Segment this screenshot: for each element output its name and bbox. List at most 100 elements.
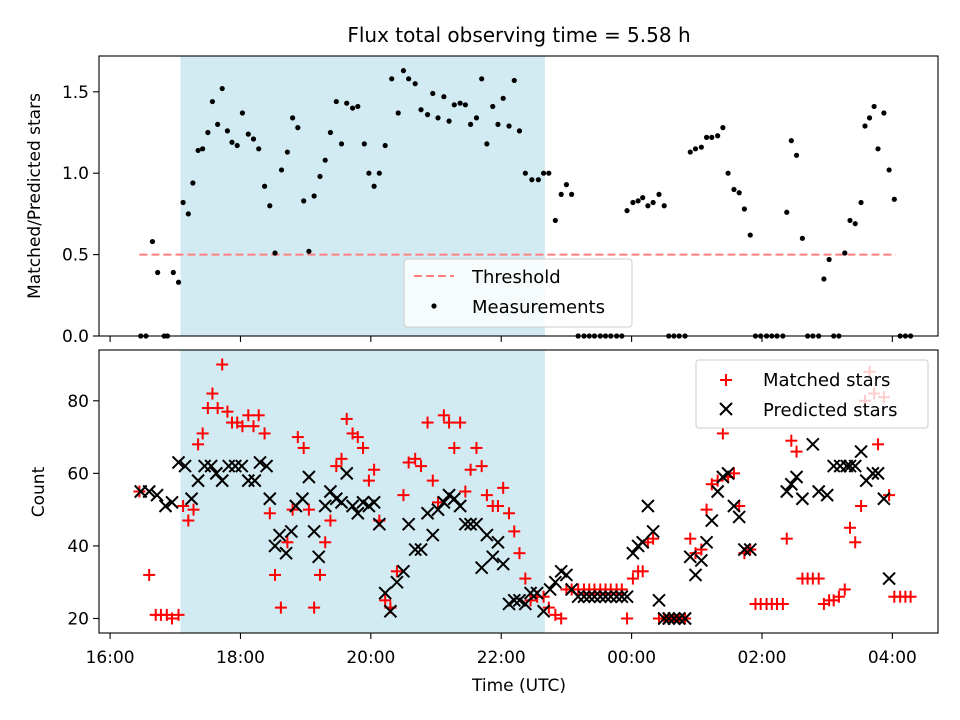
measurement-point [205, 129, 211, 136]
bottom-y-axis-label: Count [29, 466, 49, 517]
measurement-point [692, 146, 699, 152]
measurement-point [788, 138, 794, 144]
predicted-star-point [833, 459, 847, 473]
measurement-point [349, 105, 356, 111]
bottom-y-tick-label: 40 [67, 537, 89, 557]
measurement-point [747, 232, 753, 238]
predicted-star-point [272, 528, 287, 542]
measurement-point [552, 217, 558, 224]
measurement-point [467, 121, 474, 127]
predicted-star-point [789, 470, 804, 484]
measurement-point [495, 121, 501, 127]
bottom-shaded-span [180, 350, 545, 633]
predicted-star-point [877, 492, 891, 506]
predicted-star-points [134, 437, 896, 626]
measurement-point [500, 95, 506, 101]
matched-star-point [716, 427, 729, 440]
measurement-point [301, 198, 307, 204]
measurement-point [546, 170, 552, 176]
predicted-star-point [699, 535, 714, 550]
predicted-star-point [737, 542, 752, 557]
predicted-star-point [235, 459, 249, 473]
predicted-star-point [866, 466, 880, 481]
matched-legend-label: Matched stars [763, 370, 890, 391]
matched-star-point [324, 514, 337, 527]
x-axis-label: Time (UTC) [471, 676, 566, 696]
measurement-point [558, 191, 564, 197]
predicted-star-point [593, 590, 608, 604]
matched-star-point [402, 456, 415, 469]
measurement-point [656, 191, 662, 197]
matched-star-point [258, 427, 271, 440]
measurement-point [793, 152, 800, 158]
measurement-point [344, 100, 350, 106]
matched-star-point [182, 514, 195, 527]
predicted-star-point [662, 611, 676, 626]
predicted-star-point [688, 568, 703, 582]
measurement-point [725, 170, 731, 176]
measurements-legend-label: Measurements [472, 297, 605, 318]
matched-star-point [883, 489, 896, 502]
predicted-star-point [302, 470, 316, 484]
measurement-point [435, 115, 441, 121]
predicted-star-point [559, 568, 574, 582]
predicted-star-point [732, 510, 746, 524]
measurement-point [522, 170, 528, 176]
measurement-point [195, 147, 201, 154]
predicted-star-point [184, 492, 199, 506]
matched-star-point [508, 525, 521, 538]
matched-star-point [397, 489, 410, 502]
measurement-point [366, 170, 372, 176]
predicted-star-point [512, 593, 527, 608]
predicted-star-point [496, 557, 510, 571]
predicted-star-point [401, 517, 416, 531]
measurement-point [406, 76, 412, 82]
predicted-star-point [334, 495, 349, 510]
matched-star-point [192, 438, 205, 451]
predicted-star-point [420, 506, 435, 520]
measurement-point [400, 68, 407, 74]
matched-star-point [872, 438, 885, 451]
matched-star-point [297, 441, 310, 454]
predicted-star-point [820, 488, 834, 502]
matched-star-point [291, 431, 304, 444]
measurement-point [250, 136, 257, 142]
matched-star-point [221, 405, 234, 418]
matched-star-point [431, 496, 444, 509]
measurement-point [484, 141, 490, 147]
matched-star-point [790, 445, 803, 458]
matched-star-point [812, 572, 825, 585]
predicted-star-point [507, 593, 521, 608]
matched-star-point [340, 412, 353, 425]
matched-star-point [524, 594, 537, 607]
predicted-star-point [178, 459, 192, 473]
measurement-point [741, 206, 747, 212]
predicted-star-point [609, 590, 624, 604]
matched-star-point [263, 507, 276, 520]
predicted-star-point [598, 590, 613, 604]
measurement-point [185, 211, 191, 217]
predicted-star-point [426, 528, 440, 542]
predicted-star-point [523, 586, 538, 600]
matched-star-point [626, 572, 639, 585]
measurement-point [200, 146, 206, 152]
matched-star-point [555, 612, 568, 625]
top-y-tick-label: 1.0 [62, 164, 89, 184]
measurement-point [821, 276, 827, 282]
measurement-point [473, 115, 480, 121]
bottom-y-tick-label: 20 [67, 609, 89, 629]
measurement-point [441, 94, 447, 100]
predicted-star-point [811, 484, 826, 499]
measurement-point [563, 182, 570, 188]
matched-star-point [513, 547, 526, 560]
bottom-panel: 20 40 60 80 16:00 18:00 20:00 22:00 00:00 02:00 0… [29, 349, 939, 696]
matched-star-point [464, 463, 477, 476]
measurement-point [155, 269, 161, 276]
measurement-point [311, 193, 317, 199]
predicted-star-point [279, 546, 293, 560]
measurement-point [650, 199, 656, 206]
matched-star-point [437, 409, 450, 422]
matched-star-point [362, 474, 375, 487]
measurement-point [376, 170, 382, 176]
top-y-tick-label: 0.5 [62, 246, 89, 266]
